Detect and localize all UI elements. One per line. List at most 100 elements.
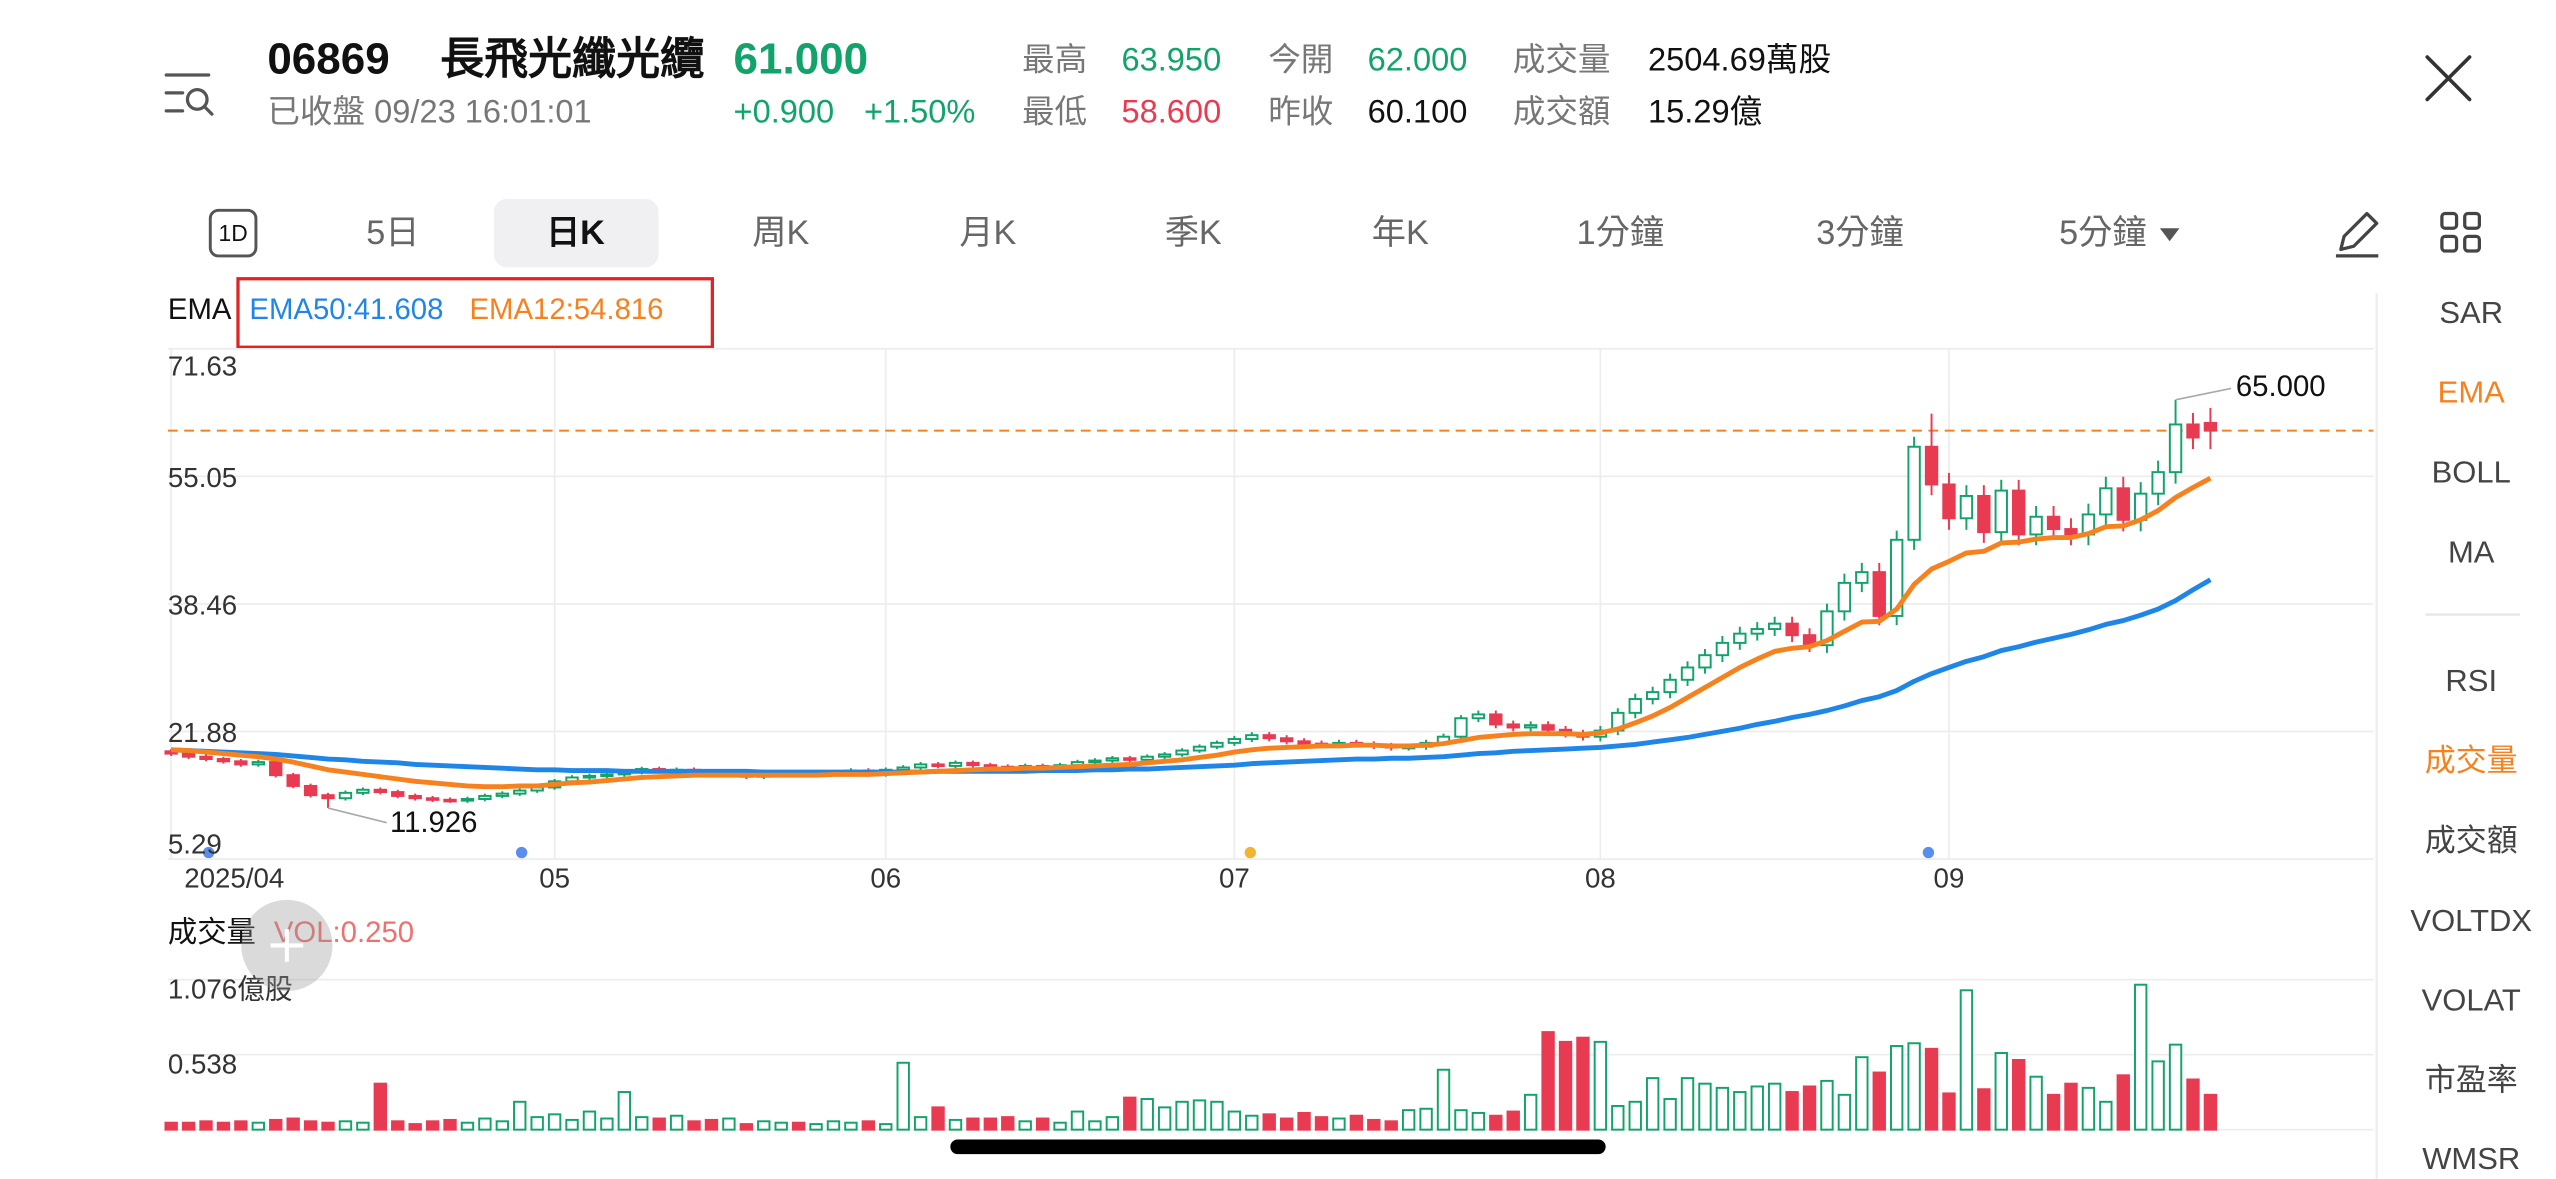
indicator-option[interactable]: EMA (2438, 375, 2505, 410)
volume-bar (216, 1121, 231, 1131)
candle-body (2151, 471, 2165, 495)
volume-bar (2203, 1093, 2218, 1131)
period-tab[interactable]: 1分鐘 (1577, 214, 1664, 252)
volume-bar (931, 1106, 945, 1131)
indicator-option[interactable]: VOLAT (2422, 983, 2521, 1018)
period-tab[interactable]: 周K (752, 214, 809, 252)
volume-bar (443, 1118, 457, 1131)
event-marker[interactable] (202, 846, 215, 859)
candle-body (373, 788, 387, 794)
volume-bar (1018, 1120, 1032, 1131)
candle-body (2116, 487, 2130, 521)
candle-body (1733, 632, 1747, 644)
candle-body (2046, 515, 2061, 531)
volume-bar (722, 1117, 736, 1131)
indicator-option[interactable]: WMSR (2422, 1141, 2520, 1176)
period-tab[interactable]: 月K (959, 214, 1016, 252)
indicator-option[interactable]: MA (2448, 534, 2495, 569)
y-tick-label: 71.63 (168, 351, 237, 382)
period-tab[interactable]: 年K (1372, 214, 1429, 252)
volume-bar (913, 1116, 928, 1131)
volume-bar (164, 1121, 178, 1131)
period-tab[interactable]: 季K (1165, 214, 1222, 252)
volume-bar (582, 1110, 597, 1131)
volume-bar (1227, 1110, 1242, 1131)
volume-bar (460, 1121, 475, 1131)
candle-body (966, 761, 980, 767)
volume-bar (373, 1082, 387, 1131)
stat-value: 15.29億 (1648, 93, 1762, 130)
candle-body (2186, 423, 2200, 439)
highlight-box (236, 277, 714, 349)
stock-name: 長飛光纖光纜 (440, 35, 704, 84)
candle-body (1942, 483, 1956, 520)
indicator-option[interactable]: RSI (2445, 663, 2497, 698)
draw-tool-button[interactable] (2335, 211, 2379, 258)
candle-body (216, 758, 231, 763)
volume-bar (1053, 1121, 1067, 1131)
event-marker[interactable] (1244, 846, 1256, 859)
market-status: 已收盤 09/23 16:01:01 (267, 93, 591, 130)
candle-body (460, 798, 475, 802)
volume-bar (356, 1121, 370, 1131)
layout-button[interactable] (2440, 211, 2482, 253)
volume-bar (1262, 1113, 1276, 1131)
period-tab[interactable]: 3分鐘 (1816, 214, 1903, 252)
candle-body (913, 763, 928, 769)
volume-bar (1175, 1100, 1189, 1131)
period-icon-button[interactable]: 1D (208, 208, 258, 258)
volume-bar (1436, 1068, 1451, 1131)
home-indicator (950, 1139, 1606, 1155)
indicator-option[interactable]: SAR (2439, 295, 2503, 330)
indicator-name: EMA (168, 293, 232, 326)
volume-bar (1506, 1110, 1520, 1131)
y-tick-label: 1.076億股 (168, 973, 293, 1004)
event-marker[interactable] (515, 846, 528, 859)
stock-code: 06869 (267, 35, 389, 84)
volume-bar (1855, 1056, 1869, 1131)
candle-body (1628, 698, 1642, 714)
candle-body (1994, 489, 2008, 534)
volume-bar (2029, 1075, 2043, 1131)
candle-body (1105, 757, 1120, 762)
period-tab[interactable]: 5日 (366, 214, 419, 252)
period-tab[interactable]: 日K (546, 214, 605, 252)
indicator-option[interactable]: VOLTDX (2410, 903, 2532, 938)
indicator-option[interactable]: 成交額 (2425, 823, 2518, 858)
floating-add-button[interactable] (241, 899, 333, 992)
chart-layer: 最高 63.950 最低 58.600 今開 62.000 昨收 60.100 成交量 2504.… (164, 41, 2532, 1176)
candle-body (425, 797, 440, 801)
volume-bar (1715, 1086, 1730, 1131)
menu-search-button[interactable] (164, 73, 214, 116)
stat-label: 成交量 (1513, 41, 1611, 78)
candle-body (443, 798, 457, 803)
indicator-option[interactable]: BOLL (2432, 455, 2511, 490)
volume-bar (1523, 1093, 1538, 1131)
candle-body (408, 794, 422, 800)
close-button[interactable] (2425, 55, 2472, 102)
volume-bar (1907, 1042, 1921, 1131)
candle-body (2012, 489, 2026, 536)
volume-bar (547, 1113, 562, 1131)
volume-bar (1332, 1117, 1346, 1131)
volume-title: 成交量 (168, 916, 256, 949)
stat-label: 最低 (1022, 93, 1087, 130)
event-marker[interactable] (1922, 846, 1935, 859)
volume-bar (1401, 1109, 1416, 1131)
period-icon-frame (208, 208, 258, 258)
volume-bar (1628, 1100, 1642, 1131)
indicator-option[interactable]: 市盈率 (2425, 1063, 2518, 1098)
volume-bar (2134, 983, 2148, 1131)
volume-bar (478, 1117, 492, 1131)
candle-body (1523, 724, 1538, 729)
volume-bar (1297, 1111, 1311, 1131)
period-icon-label: 1D (219, 220, 248, 246)
candle-body (1210, 741, 1224, 748)
candle-body (234, 760, 248, 766)
candle-body (2168, 423, 2183, 474)
indicator-option[interactable]: 成交量 (2425, 743, 2518, 778)
volume-bar (1541, 1031, 1555, 1131)
period-tab[interactable]: 5分鐘 (2059, 214, 2146, 252)
volume-bar (199, 1120, 213, 1131)
